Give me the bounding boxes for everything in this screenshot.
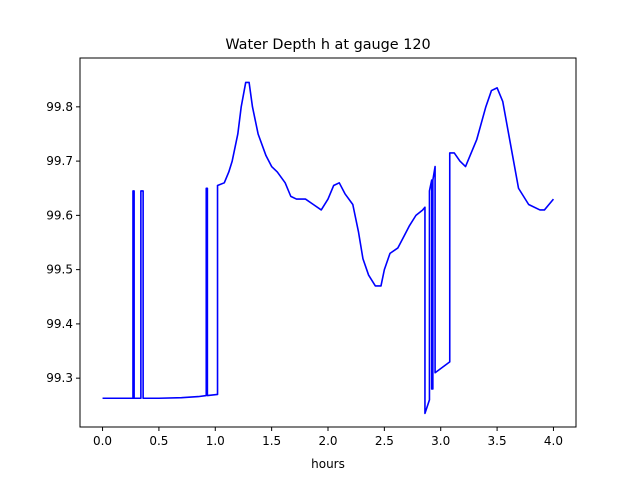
y-tick-label: 99.5 [46,263,73,277]
x-tick-label: 4.0 [544,434,563,448]
x-tick-label: 0.5 [149,434,168,448]
y-tick-label: 99.7 [46,154,73,168]
y-tick-label: 99.6 [46,208,73,222]
y-tick-label: 99.8 [46,100,73,114]
x-tick-label: 2.0 [318,434,337,448]
x-axis-label: hours [311,457,345,471]
y-tick-label: 99.3 [46,371,73,385]
x-tick-label: 0.0 [93,434,112,448]
y-tick-label: 99.4 [46,317,73,331]
x-tick-label: 1.5 [262,434,281,448]
data-line-0 [102,81,555,415]
plot-area: 0.0 0.5 1.0 1.5 2.0 2.5 3.0 3.5 4.0 99.3 99.4 99.5 9… [46,57,577,448]
x-tick-label: 2.5 [375,434,394,448]
chart-title: Water Depth h at gauge 120 [225,37,430,53]
x-tick-label: 1.0 [206,434,225,448]
x-tick-label: 3.5 [488,434,507,448]
x-tick-label: 3.0 [431,434,450,448]
